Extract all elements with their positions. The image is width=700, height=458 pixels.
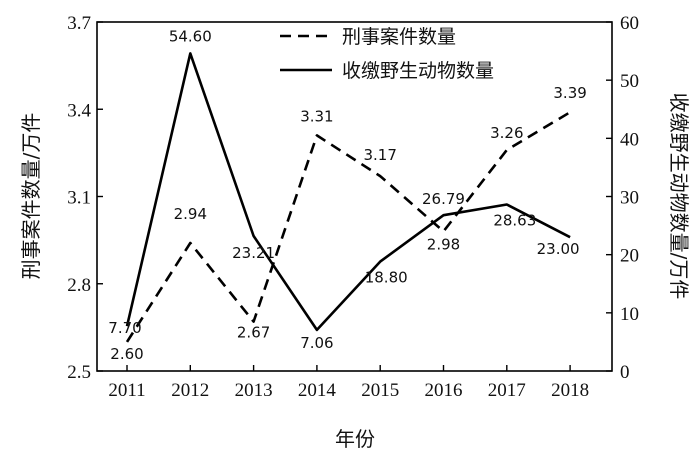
x-tick-label: 2012 — [171, 380, 209, 401]
left-y-tick-label: 3.4 — [67, 100, 91, 121]
right-y-tick-label: 10 — [620, 304, 639, 325]
series-line-wildlife-seized — [125, 52, 571, 332]
right-y-tick-label: 20 — [620, 246, 639, 267]
data-label: 28.63 — [493, 211, 536, 229]
x-tick-label: 2013 — [235, 380, 273, 401]
left-y-tick-label: 2.8 — [67, 275, 91, 296]
x-tick-label: 2011 — [108, 380, 145, 401]
data-label: 2.98 — [427, 235, 460, 253]
right-y-tick-label: 30 — [620, 188, 639, 209]
x-tick-label: 2017 — [488, 380, 526, 401]
x-tick-label: 2015 — [361, 380, 399, 401]
right-y-tick-label: 40 — [620, 129, 639, 150]
x-tick-label: 2018 — [551, 380, 589, 401]
data-label: 26.79 — [422, 190, 465, 208]
series-line-criminal-cases — [125, 111, 571, 343]
legend-entry-label: 收缴野生动物数量 — [342, 60, 494, 82]
data-label: 2.94 — [174, 205, 207, 223]
data-label: 2.67 — [237, 324, 270, 342]
data-label: 7.06 — [300, 334, 333, 352]
data-label: 23.21 — [232, 244, 275, 262]
left-y-tick-label: 3.7 — [67, 13, 91, 34]
data-label: 3.31 — [300, 107, 333, 125]
data-label: 18.80 — [365, 269, 408, 287]
data-label: 7.70 — [108, 319, 141, 337]
right-y-tick-label: 0 — [620, 362, 630, 383]
data-label: 54.60 — [169, 27, 212, 45]
left-y-axis-title: 刑事案件数量/万件 — [19, 113, 43, 280]
data-labels: 2.60 2.94 2.67 3.31 3.17 2.98 3.26 3.39 7.70 54.6… — [108, 27, 587, 363]
right-y-axis-title: 收缴野生动物数量/万件 — [667, 93, 691, 300]
axes: 2011 2012 2013 2014 2015 2016 2017 2018 2.5 2.8 3.… — [67, 13, 639, 401]
x-tick-label: 2014 — [298, 380, 337, 401]
legend-entry-label: 刑事案件数量 — [342, 26, 456, 48]
series-lines — [125, 52, 571, 343]
data-label: 2.60 — [110, 345, 143, 363]
left-y-tick-label: 2.5 — [67, 362, 91, 383]
x-axis-title: 年份 — [335, 427, 375, 451]
data-label: 23.00 — [537, 240, 580, 258]
data-label: 3.17 — [363, 146, 396, 164]
right-y-tick-label: 60 — [620, 13, 639, 34]
data-label: 3.39 — [553, 84, 586, 102]
left-y-tick-label: 3.1 — [67, 188, 91, 209]
right-y-tick-label: 50 — [620, 71, 639, 92]
x-tick-label: 2016 — [425, 380, 463, 401]
data-label: 3.26 — [490, 124, 523, 142]
